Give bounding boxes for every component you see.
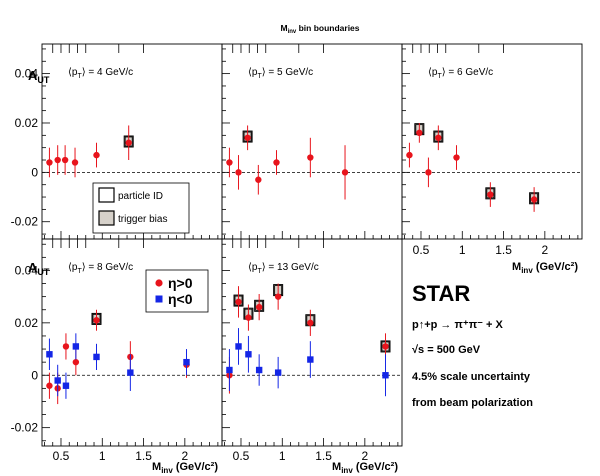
data-point-eta-neg <box>307 356 314 363</box>
y-tick-label: -0.02 <box>11 215 39 229</box>
data-point-eta-pos <box>341 169 349 176</box>
data-point-eta-pos <box>46 159 53 166</box>
scale-uncertainty-label: 4.5% scale uncertainty <box>412 371 531 383</box>
data-point-eta-neg <box>46 351 53 358</box>
data-point-eta-pos <box>435 134 442 141</box>
y-tick-label: 0.02 <box>15 116 39 130</box>
data-point-eta-pos <box>72 358 80 366</box>
data-point-eta-pos <box>307 319 314 327</box>
y-tick-label: 0.04 <box>15 67 39 81</box>
uncertainty-source-label: from beam polarization <box>412 397 534 409</box>
data-point-eta-pos <box>530 196 538 203</box>
data-point-eta-pos <box>93 151 100 159</box>
x-tick-label: 2 <box>182 449 189 463</box>
eta-legend: η>0 η<0 <box>145 269 209 313</box>
data-point-eta-pos <box>71 159 79 166</box>
trigger-bias-swatch <box>98 210 115 226</box>
data-point-eta-neg <box>93 353 100 361</box>
data-point-eta-neg <box>62 382 70 389</box>
top-label: Minv bin boundaries <box>280 23 359 35</box>
data-point-eta-neg <box>255 366 263 374</box>
x-tick-label: 2 <box>362 449 369 463</box>
data-point-eta-pos <box>62 343 70 350</box>
data-point-eta-neg <box>183 358 190 366</box>
data-point-eta-pos <box>255 303 263 311</box>
x-axis-title: Minv (GeV/c²) <box>332 461 398 475</box>
particle-id-label: particle ID <box>118 191 163 202</box>
data-point-eta-pos <box>382 343 389 350</box>
data-point-eta-pos <box>54 156 61 164</box>
panel-label: ⟨pT⟩ = 13 GeV/c <box>248 262 319 275</box>
panels: -0.02 0 0.02 0.04 ⟨pT⟩ = 4 GeV/c ⟨pT⟩ = 5 GeV… <box>11 43 583 475</box>
data-point-eta-neg <box>54 377 61 384</box>
data-point-eta-pos <box>274 293 282 300</box>
x-tick-label: 0.5 <box>413 243 430 257</box>
panel-frame <box>401 43 583 240</box>
x-tick-label: 1.5 <box>135 449 152 463</box>
y-tick-label: 0.04 <box>15 263 39 277</box>
data-point-eta-pos <box>125 139 132 146</box>
panel-label: ⟨pT⟩ = 6 GeV/c <box>428 67 493 80</box>
eta-pos-label: η>0 <box>168 275 193 291</box>
data-point-eta-pos <box>235 298 242 306</box>
x-tick-label: 1.5 <box>495 243 512 257</box>
y-tick-label: 0.02 <box>15 316 39 330</box>
panel-label: ⟨pT⟩ = 8 GeV/c <box>68 262 133 275</box>
x-tick-label: 1 <box>279 449 286 463</box>
data-point-eta-neg <box>72 343 80 350</box>
energy-label: √s = 500 GeV <box>412 344 481 356</box>
x-tick-label: 1 <box>459 243 466 257</box>
y-tick-label: -0.02 <box>11 421 39 435</box>
data-point-eta-pos <box>93 317 100 324</box>
data-point-eta-pos <box>46 382 53 389</box>
y-tick-label: 0 <box>31 165 38 179</box>
x-tick-label: 1.5 <box>315 449 332 463</box>
data-point-eta-pos <box>244 134 251 141</box>
eta-neg-label: η<0 <box>168 291 193 307</box>
data-point-eta-pos <box>406 151 413 159</box>
data-point-eta-neg <box>127 369 134 376</box>
y-tick-label: 0 <box>31 368 38 382</box>
x-tick-label: 2 <box>542 243 549 257</box>
panel-label: ⟨pT⟩ = 5 GeV/c <box>248 67 313 80</box>
eta-neg-marker <box>155 295 163 303</box>
x-tick-label: 1 <box>99 449 106 463</box>
data-point-eta-pos <box>487 191 494 198</box>
x-axis-title: Minv (GeV/c²) <box>152 461 218 475</box>
panel-3: 0.5 1 1.5 2 Minv (GeV/c²) ⟨pT⟩ = 6 GeV/c <box>401 43 583 275</box>
eta-pos-marker <box>155 279 163 287</box>
data-point-eta-pos <box>245 314 252 321</box>
panel-label: ⟨pT⟩ = 4 GeV/c <box>68 67 133 80</box>
reaction-label: p↑+p → π⁺π⁻ + X <box>412 319 503 331</box>
particle-id-swatch <box>98 187 115 203</box>
data-point-eta-pos <box>235 169 242 176</box>
sys-legend: particle ID trigger bias <box>92 182 190 234</box>
x-tick-label: 0.5 <box>233 449 250 463</box>
data-point-eta-neg <box>245 351 252 358</box>
data-point-eta-neg <box>382 372 389 379</box>
data-point-eta-pos <box>226 159 233 166</box>
data-point-eta-pos <box>61 156 69 164</box>
data-point-eta-neg <box>226 366 233 374</box>
data-point-eta-pos <box>307 154 314 161</box>
panel-2: ⟨pT⟩ = 5 GeV/c <box>221 43 403 240</box>
x-axis-title: Minv (GeV/c²) <box>512 261 578 275</box>
data-point-eta-pos <box>425 169 432 176</box>
experiment-label: STAR <box>412 281 471 306</box>
data-point-eta-neg <box>274 369 282 376</box>
trigger-bias-label: trigger bias <box>118 214 167 225</box>
x-tick-label: 0.5 <box>53 449 70 463</box>
data-point-eta-pos <box>453 154 460 161</box>
panel-frame <box>221 238 403 447</box>
data-point-eta-pos <box>416 129 423 137</box>
data-point-eta-neg <box>235 343 242 350</box>
data-point-eta-pos <box>273 159 280 166</box>
data-point-eta-pos <box>255 176 262 183</box>
